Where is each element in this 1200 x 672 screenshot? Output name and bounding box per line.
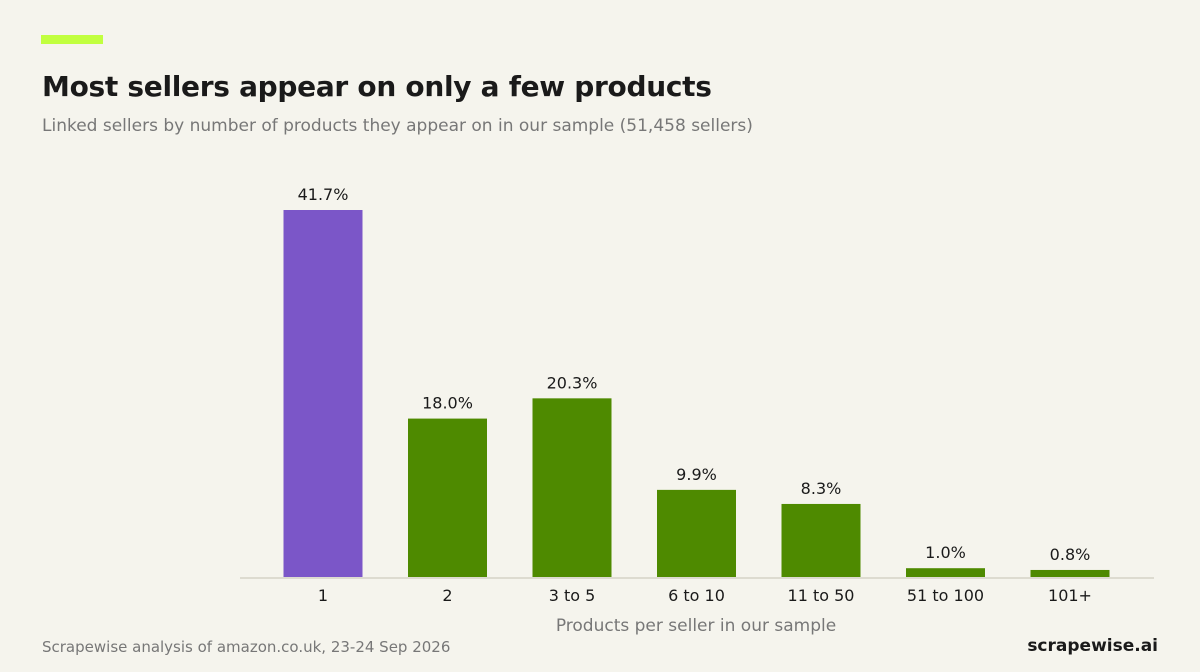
chart-subtitle: Linked sellers by number of products the… <box>42 116 753 136</box>
labels-layer: 41.7% 1 18.0% 2 20.3% 3 to 5 9.9% 6 to 10 8.3% 11… <box>298 185 1092 605</box>
chart-title: Most sellers appear on only a few produc… <box>42 70 712 103</box>
bar-5 <box>781 503 861 577</box>
x-tick-label-1: 1 <box>318 586 328 605</box>
data-label-1: 41.7% <box>298 185 349 204</box>
bar-2 <box>408 418 487 577</box>
bars-layer <box>283 210 1110 577</box>
bar-7 <box>1030 569 1110 577</box>
brand-logo-text: scrapewise.ai <box>1027 636 1158 656</box>
x-tick-label-4: 6 to 10 <box>668 586 725 605</box>
data-label-6: 1.0% <box>925 543 966 562</box>
source-note: Scrapewise analysis of amazon.co.uk, 23-… <box>42 638 451 656</box>
bar-6 <box>906 568 985 577</box>
bar-4 <box>657 489 736 577</box>
data-label-7: 0.8% <box>1050 545 1091 564</box>
x-tick-label-3: 3 to 5 <box>549 586 596 605</box>
bar-3 <box>532 398 612 577</box>
data-label-5: 8.3% <box>801 479 842 498</box>
x-tick-label-6: 51 to 100 <box>907 586 984 605</box>
bar-1 <box>283 210 363 577</box>
x-tick-label-5: 11 to 50 <box>788 586 855 605</box>
x-tick-label-2: 2 <box>442 586 452 605</box>
x-axis-title: Products per seller in our sample <box>556 616 836 636</box>
data-label-2: 18.0% <box>422 394 473 413</box>
accent-bar <box>41 35 103 44</box>
data-label-4: 9.9% <box>676 465 717 484</box>
data-label-3: 20.3% <box>547 373 598 392</box>
x-tick-label-7: 101+ <box>1048 586 1092 605</box>
